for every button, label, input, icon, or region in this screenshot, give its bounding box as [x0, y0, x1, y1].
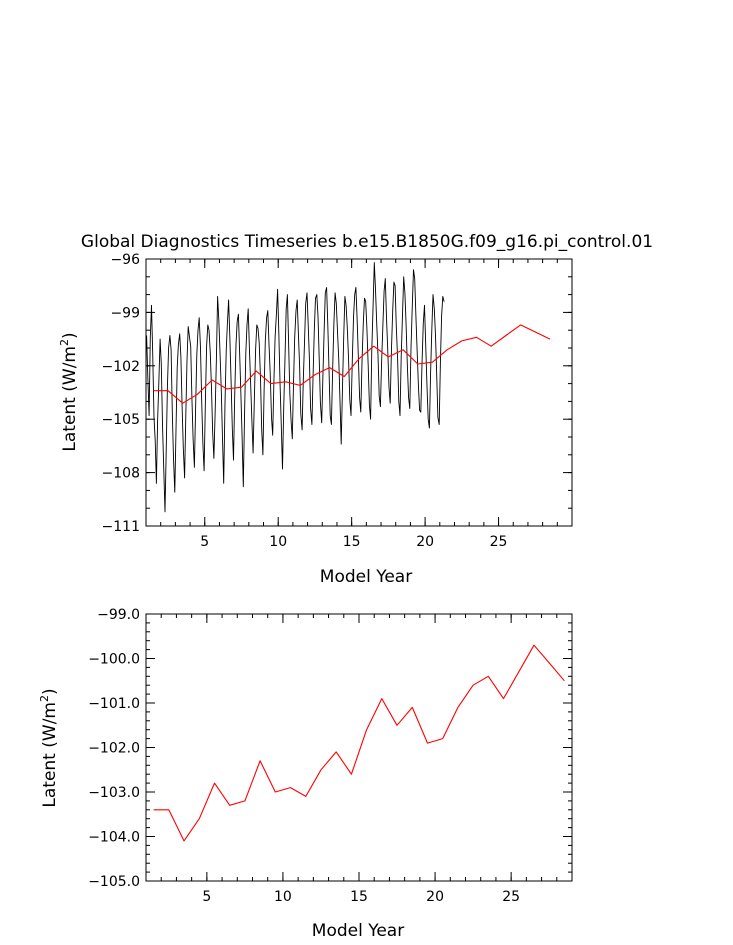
y-tick-label: −99.0	[97, 607, 140, 623]
chart-title: Global Diagnostics Timeseries b.e15.B185…	[81, 232, 653, 252]
y-axis-label-superscript: 2	[58, 339, 71, 346]
x-tick-label: 5	[200, 534, 209, 550]
y-tick-label: −105.0	[88, 874, 140, 890]
x-tick-label: 20	[426, 889, 444, 905]
tick-marks	[145, 613, 573, 882]
x-tick-label: 25	[490, 534, 508, 550]
y-axis-label-superscript: 2	[38, 695, 51, 702]
y-tick-labels: −99.0 −100.0 −101.0 −102.0 −103.0 −104.0 −105.…	[88, 607, 140, 890]
y-tick-label: −100.0	[88, 652, 140, 668]
x-tick-label: 15	[350, 889, 368, 905]
y-tick-label: −102.0	[88, 741, 140, 757]
series-group	[153, 644, 565, 842]
x-tick-labels: 5 10 15 20 25	[200, 534, 507, 550]
x-axis-label: Model Year	[312, 921, 404, 941]
y-axis-label-close: )	[60, 332, 80, 339]
tick-marks	[145, 258, 573, 527]
x-tick-label: 20	[416, 534, 434, 550]
y-tick-label: −103.0	[88, 785, 140, 801]
top-chart: Global Diagnostics Timeseries b.e15.B185…	[58, 232, 653, 587]
plot-frame	[145, 258, 573, 527]
y-tick-label: −101.0	[88, 696, 140, 712]
x-tick-labels: 5 10 15 20 25	[202, 889, 520, 905]
annual-mean-series-line	[153, 324, 551, 404]
plot-frame	[145, 613, 573, 882]
x-tick-label: 25	[502, 889, 520, 905]
y-tick-label: −108	[102, 466, 140, 482]
y-tick-label: −99	[110, 305, 140, 321]
monthly-series-line	[146, 262, 445, 513]
y-axis-label-close: )	[40, 688, 60, 695]
y-axis-label-main: Latent (W/m	[40, 702, 60, 808]
y-tick-label: −96	[110, 252, 140, 268]
annual-mean-series-line	[153, 644, 565, 842]
y-tick-labels: −96 −99 −102 −105 −108 −111	[102, 252, 141, 535]
x-tick-label: 5	[202, 889, 211, 905]
y-tick-label: −104.0	[88, 830, 140, 846]
y-tick-label: −102	[102, 359, 140, 375]
x-tick-label: 10	[274, 889, 292, 905]
y-tick-label: −105	[102, 412, 140, 428]
y-axis-label: Latent (W/m2)	[38, 688, 60, 807]
y-tick-label: −111	[102, 519, 140, 535]
y-axis-label-main: Latent (W/m	[60, 346, 80, 452]
y-axis-label: Latent (W/m2)	[58, 332, 80, 451]
x-tick-label: 10	[269, 534, 287, 550]
x-tick-label: 15	[343, 534, 361, 550]
bottom-chart: −99.0 −100.0 −101.0 −102.0 −103.0 −104.0 −105.…	[38, 607, 573, 941]
x-axis-label: Model Year	[320, 567, 412, 587]
series-group	[146, 262, 551, 513]
